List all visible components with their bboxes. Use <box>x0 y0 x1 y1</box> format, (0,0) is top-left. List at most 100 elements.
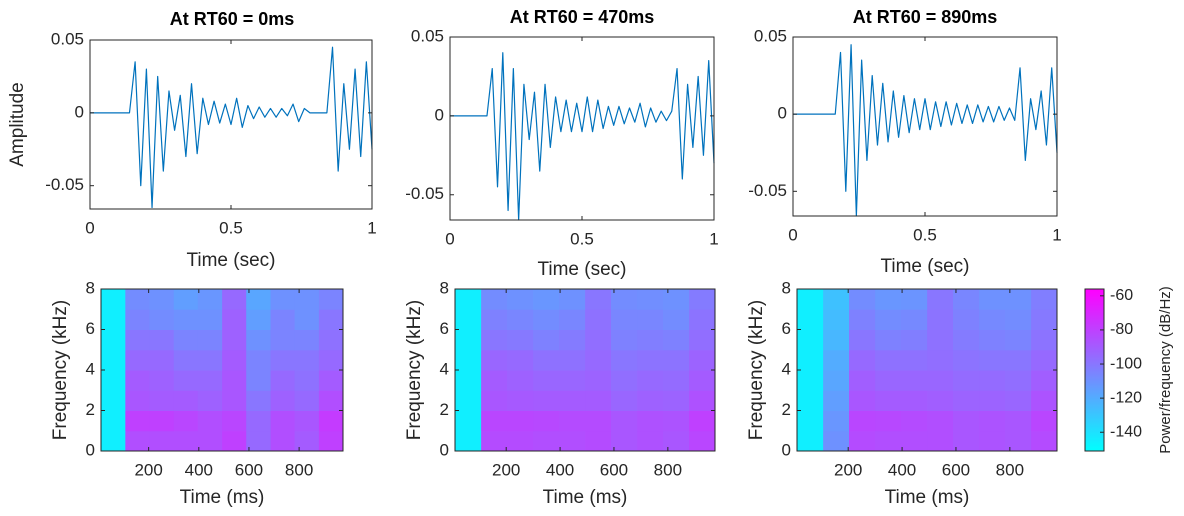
heatmap-cell <box>927 349 954 371</box>
heatmap-cell <box>689 390 716 411</box>
heatmap-cell <box>559 390 586 411</box>
heatmap-cell <box>611 370 638 391</box>
heatmap-cell <box>637 370 664 391</box>
heatmap-cell <box>173 430 199 452</box>
heatmap-cell <box>270 289 296 310</box>
heatmap-cell <box>689 349 716 371</box>
heatmap-cell <box>901 329 928 351</box>
heatmap-cell <box>823 370 850 391</box>
x-tick-label: 0.5 <box>219 218 243 237</box>
y-tick-label: 6 <box>782 319 791 338</box>
heatmap-cell <box>481 289 508 310</box>
heatmap-cell <box>797 349 824 371</box>
heatmap-cell <box>318 410 344 432</box>
y-axis-label: Frequency (kHz) <box>746 300 767 440</box>
heatmap-cell <box>689 410 716 432</box>
heatmap-cell <box>953 390 980 411</box>
heatmap-cell <box>294 289 320 310</box>
heatmap-cell <box>125 329 150 351</box>
heatmap-cell <box>318 370 344 391</box>
heatmap-cell <box>481 390 508 411</box>
heatmap-cell <box>585 289 612 310</box>
heatmap-cell <box>533 410 560 432</box>
waveform <box>793 44 1058 217</box>
heatmap-cell <box>559 410 586 432</box>
heatmap-cell <box>173 370 199 391</box>
y-tick-label: 8 <box>782 278 791 297</box>
heatmap-cell <box>585 349 612 371</box>
heatmap-cell <box>101 349 126 371</box>
heatmap-cell <box>222 370 247 391</box>
heatmap-cell <box>101 390 126 411</box>
heatmap-cell <box>101 309 126 330</box>
heatmap-cell <box>507 309 534 330</box>
colorbar-tick-label: -100 <box>1110 355 1142 372</box>
heatmap-cell <box>455 309 482 330</box>
heatmap-cell <box>1005 370 1032 391</box>
heatmap-cell <box>663 430 690 452</box>
y-tick-label: 2 <box>782 400 791 419</box>
heatmap-cell <box>507 329 534 351</box>
heatmap-cell <box>481 329 508 351</box>
heatmap-cell <box>1005 430 1032 452</box>
heatmap-cell <box>270 410 296 432</box>
heatmap-cell <box>294 410 320 432</box>
heatmap-cell <box>637 349 664 371</box>
x-tick-label: 800 <box>654 460 682 479</box>
heatmap-cell <box>246 390 272 411</box>
heatmap-cell <box>849 410 876 432</box>
heatmap-cell <box>125 430 150 452</box>
heatmap-cell <box>222 390 247 411</box>
y-tick-label: 0.05 <box>754 26 787 45</box>
x-axis-label: Time (ms) <box>180 487 265 508</box>
colorbar <box>1084 288 1105 452</box>
heatmap-cell <box>1005 309 1032 330</box>
heatmap-cell <box>849 430 876 452</box>
heatmap-cell <box>294 309 320 330</box>
heatmap-cell <box>849 309 876 330</box>
heatmap-cell <box>875 390 902 411</box>
x-tick-label: 0.5 <box>570 229 594 248</box>
heatmap-cell <box>953 289 980 310</box>
x-tick-label: 800 <box>285 460 313 479</box>
heatmap-cell <box>611 289 638 310</box>
heatmap-cell <box>455 289 482 310</box>
heatmap-cell <box>294 370 320 391</box>
heatmap-cell <box>823 349 850 371</box>
heatmap-cell <box>875 309 902 330</box>
heatmap-cell <box>611 349 638 371</box>
heatmap-cell <box>585 410 612 432</box>
heatmap-cell <box>173 390 199 411</box>
y-tick-label: 8 <box>86 278 95 297</box>
heatmap-cell <box>197 370 223 391</box>
heatmap-cell <box>637 289 664 310</box>
heatmap-cell <box>294 390 320 411</box>
heatmap-cell <box>585 329 612 351</box>
heatmap-cell <box>222 349 247 371</box>
heatmap-cell <box>1031 390 1058 411</box>
heatmap-cell <box>663 390 690 411</box>
heatmap-cell <box>953 370 980 391</box>
x-tick-label: 600 <box>942 460 970 479</box>
heatmap-cell <box>222 309 247 330</box>
heatmap-cell <box>149 309 175 330</box>
heatmap-cell <box>125 370 150 391</box>
x-tick-label: 400 <box>888 460 916 479</box>
heatmap-cell <box>318 349 344 371</box>
heatmap-cell <box>875 430 902 452</box>
heatmap-cell <box>101 289 126 310</box>
heatmap-cell <box>149 430 175 452</box>
heatmap-cell <box>270 329 296 351</box>
heatmap-cell <box>901 370 928 391</box>
heatmap-cell <box>1005 289 1032 310</box>
heatmap-cell <box>979 309 1006 330</box>
waveform <box>450 52 715 221</box>
heatmap-cell <box>173 289 199 310</box>
heatmap-cell <box>953 349 980 371</box>
y-tick-label: -0.05 <box>748 181 787 200</box>
x-axis-label: Time (sec) <box>537 259 626 280</box>
heatmap-cell <box>663 370 690 391</box>
heatmap-cell <box>979 430 1006 452</box>
heatmap-cell <box>173 309 199 330</box>
heatmap-cell <box>149 349 175 371</box>
